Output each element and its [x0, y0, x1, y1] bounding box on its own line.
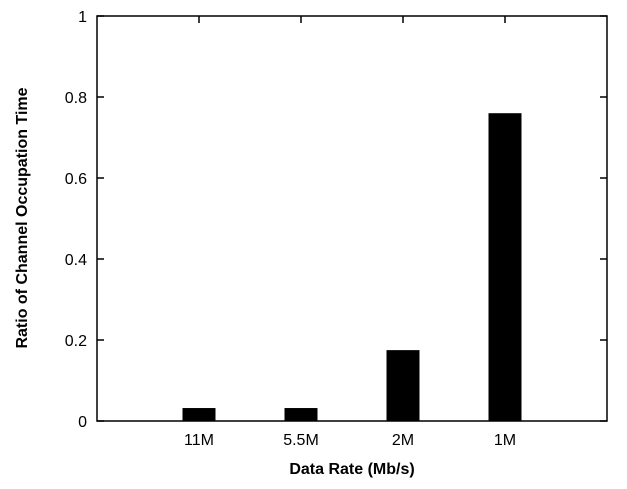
x-tick-label: 11M [184, 432, 214, 449]
bar-series [182, 113, 522, 421]
x-axis: 11M 5.5M 2M 1M [184, 16, 516, 449]
y-tick-label: 0.6 [65, 171, 87, 188]
x-tick-label: 1M [494, 432, 516, 449]
bar-1M [488, 113, 522, 421]
plot-area-frame [96, 15, 608, 422]
bar-2M [386, 350, 420, 421]
x-tick-label: 5.5M [283, 432, 319, 449]
y-axis: 0 0.2 0.4 0.6 0.8 1 [65, 9, 607, 431]
x-tick-label: 2M [392, 432, 414, 449]
bar-5.5M [284, 408, 318, 421]
y-tick-label: 0.4 [65, 252, 87, 269]
y-tick-label: 1 [78, 9, 87, 26]
x-axis-title: Data Rate (Mb/s) [289, 461, 414, 478]
y-axis-title: Ratio of Channel Occupation Time [14, 87, 31, 348]
y-tick-label: 0.8 [65, 90, 87, 107]
y-tick-label: 0.2 [65, 333, 87, 350]
y-tick-label: 0 [78, 414, 87, 431]
bar-11M [182, 408, 216, 421]
